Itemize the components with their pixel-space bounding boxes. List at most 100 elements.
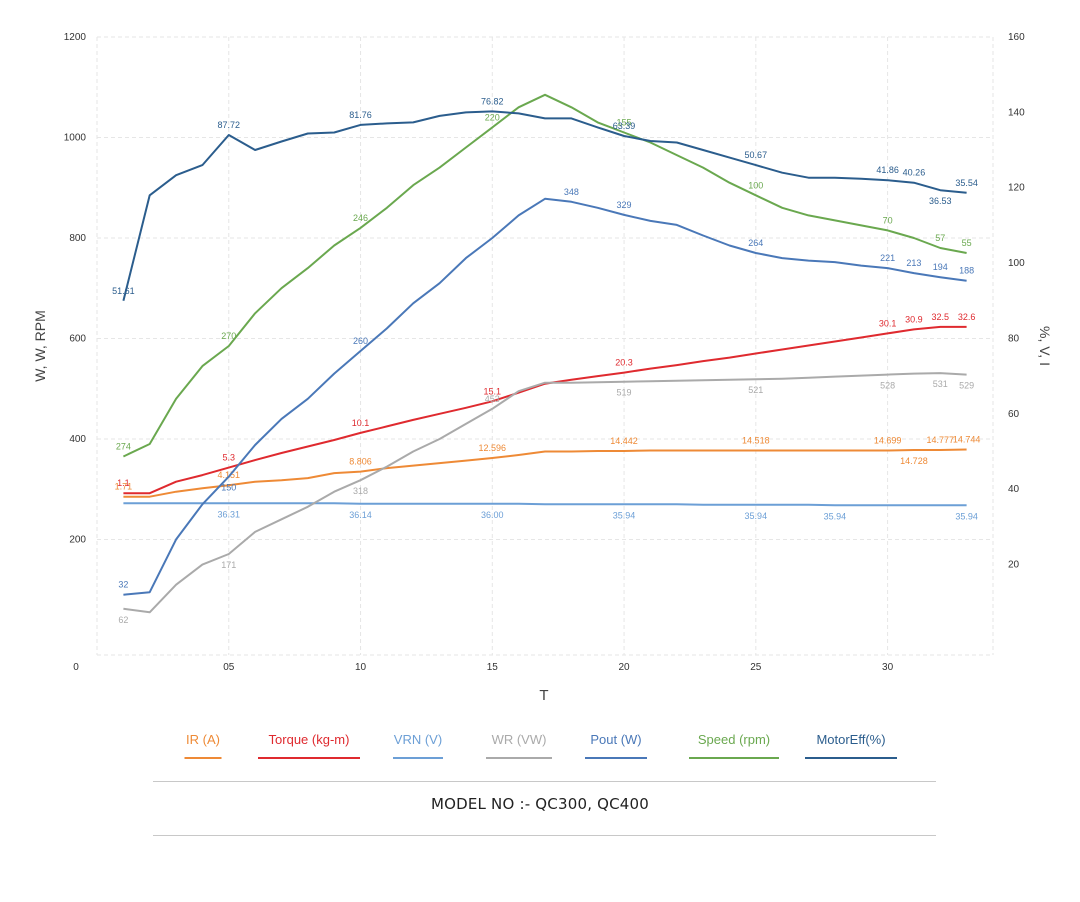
legend-label: IR (A) — [186, 732, 220, 747]
legend-label: VRN (V) — [394, 732, 442, 747]
data-label: 14.442 — [610, 436, 638, 446]
x-tick-label: 15 — [487, 662, 499, 673]
right-y-tick-label: 100 — [1008, 258, 1025, 269]
footer-bottom-divider — [153, 835, 936, 836]
data-label: 529 — [959, 381, 974, 391]
right-y-axis-title: %, V, I — [1037, 326, 1053, 366]
right-y-tick-label: 140 — [1008, 107, 1025, 118]
series-line-0 — [123, 448, 967, 498]
legend-label: Speed (rpm) — [698, 732, 770, 747]
data-label: 62 — [118, 615, 128, 625]
data-label: 453 — [485, 394, 500, 404]
data-label: 531 — [933, 379, 948, 389]
right-y-tick-label: 80 — [1008, 333, 1020, 344]
data-label: 14.518 — [742, 436, 770, 446]
data-label: 50.67 — [745, 150, 768, 160]
data-label: 150 — [221, 483, 236, 493]
x-axis-title: T — [539, 687, 548, 704]
data-label: 188 — [959, 266, 974, 276]
data-label: 87.72 — [217, 120, 240, 130]
data-label: 14.777 — [927, 435, 955, 445]
data-label: 32 — [118, 580, 128, 590]
data-label: 10.1 — [352, 418, 370, 428]
data-label: 155 — [617, 117, 632, 127]
series-line-4 — [123, 197, 967, 596]
data-label: 35.94 — [955, 511, 978, 521]
series-line-2 — [123, 502, 967, 507]
chart-canvas: 05 10 15 20 25 30 0 200 400 600 800 1000 1200 20 40 60 8… — [32, 32, 1053, 759]
data-label: 81.76 — [349, 110, 372, 120]
left-y-tick-label: 1200 — [64, 32, 87, 43]
left-y-tick-label: 200 — [69, 534, 86, 545]
data-label: 246 — [353, 213, 368, 223]
data-label: 57 — [935, 233, 945, 243]
right-y-tick-label: 120 — [1008, 183, 1025, 194]
left-y-tick-label: 400 — [69, 434, 86, 445]
data-label: 194 — [933, 262, 948, 272]
data-label: 35.94 — [613, 510, 636, 520]
data-label: 76.82 — [481, 96, 504, 106]
data-label: 63.39 — [613, 121, 636, 131]
data-label: 1.71 — [115, 482, 133, 492]
data-label: 36.31 — [217, 509, 240, 519]
data-label: 12.596 — [479, 443, 507, 453]
data-label: 213 — [906, 258, 921, 268]
data-label: 519 — [617, 388, 632, 398]
data-label: 329 — [617, 200, 632, 210]
data-label: 70 — [883, 215, 893, 225]
data-label: 35.94 — [745, 511, 768, 521]
data-label: 270 — [221, 331, 236, 341]
left-y-axis-title: W, W, RPM — [32, 310, 48, 382]
data-label: 220 — [485, 112, 500, 122]
left-y-tick-label: 1000 — [64, 132, 87, 143]
data-label: 35.94 — [824, 511, 847, 521]
data-label: 528 — [880, 381, 895, 391]
right-y-tick-label: 160 — [1008, 32, 1025, 43]
x-tick-label: 05 — [223, 662, 235, 673]
data-label: 40.26 — [903, 168, 926, 178]
data-label: 348 — [564, 187, 579, 197]
data-label: 318 — [353, 486, 368, 496]
x-tick-label: 20 — [618, 662, 630, 673]
data-label: 30.1 — [879, 318, 897, 328]
data-label: 32.5 — [932, 312, 950, 322]
left-y-tick-label: 0 — [73, 662, 79, 673]
data-label: 274 — [116, 442, 131, 452]
data-label: 5.3 — [223, 453, 236, 463]
footer-top-divider — [153, 781, 936, 782]
data-label: 36.53 — [929, 196, 952, 206]
data-label: 14.744 — [953, 435, 981, 445]
right-y-tick-label: 20 — [1008, 560, 1020, 571]
series-line-3 — [123, 372, 967, 614]
data-label: 171 — [221, 560, 236, 570]
data-label: 264 — [748, 238, 763, 248]
series-line-5 — [122, 93, 967, 458]
data-label: 36.00 — [481, 510, 504, 520]
data-label: 100 — [748, 180, 763, 190]
series-line-6 — [122, 110, 967, 302]
x-tick-label: 10 — [355, 662, 367, 673]
data-label: 260 — [353, 336, 368, 346]
data-label: 1.1 — [117, 478, 130, 488]
x-tick-label: 25 — [750, 662, 762, 673]
left-y-tick-label: 800 — [69, 233, 86, 244]
legend-label: MotorEff(%) — [816, 732, 885, 747]
data-label: 14.728 — [900, 456, 928, 466]
right-y-tick-label: 40 — [1008, 484, 1020, 495]
data-label: 32.6 — [958, 312, 976, 322]
data-label: 14.699 — [874, 436, 902, 446]
data-label: 521 — [748, 385, 763, 395]
legend-label: Pout (W) — [590, 732, 641, 747]
data-label: 55 — [962, 238, 972, 248]
model-number: MODEL NO :- QC300, QC400 — [430, 795, 650, 813]
data-label: 20.3 — [615, 358, 633, 368]
series-line-1 — [123, 325, 967, 495]
legend-label: Torque (kg-m) — [269, 732, 350, 747]
data-label: 30.9 — [905, 314, 923, 324]
data-label: 51.61 — [112, 286, 135, 296]
data-label: 36.14 — [349, 510, 372, 520]
legend-label: WR (VW) — [492, 732, 547, 747]
data-label: 221 — [880, 253, 895, 263]
data-label: 41.86 — [876, 165, 899, 175]
